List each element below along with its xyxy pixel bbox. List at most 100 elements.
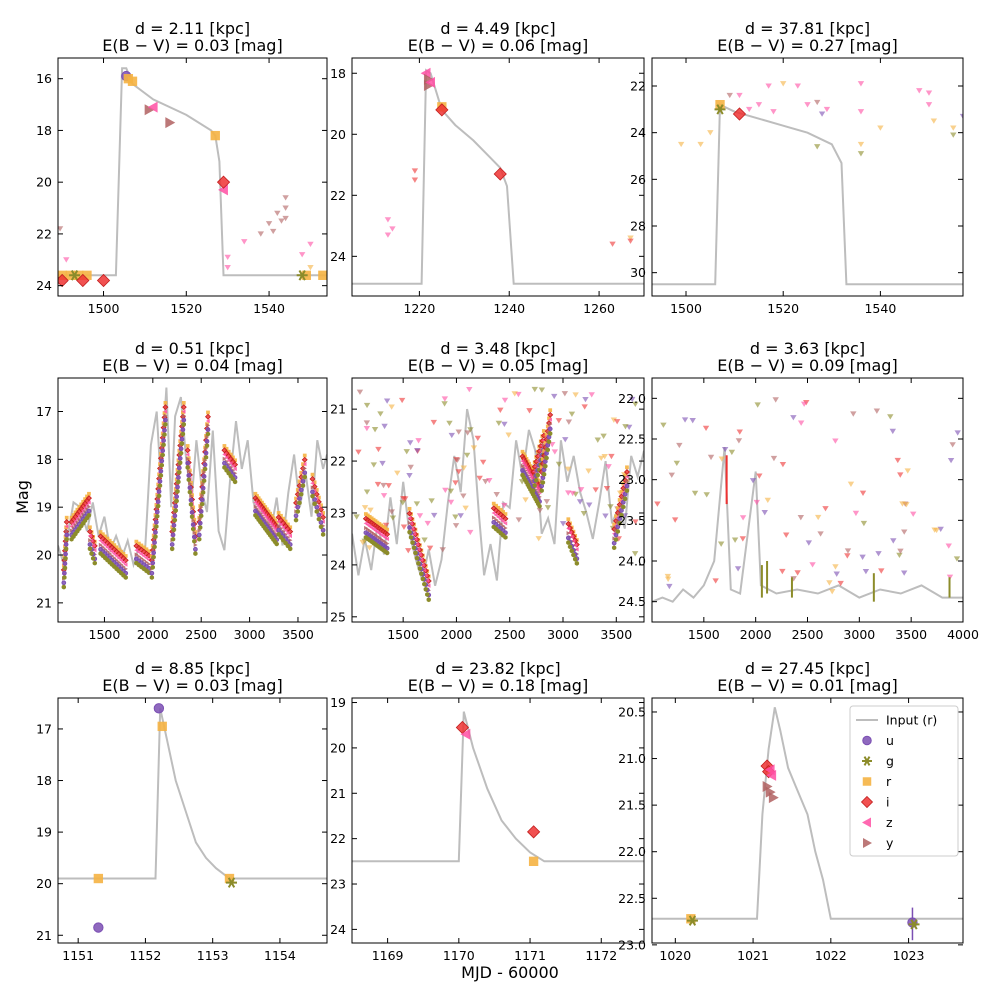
detection-point [233,458,237,463]
detection-point [274,520,279,525]
upper-limit [673,460,681,467]
detection-point [501,510,505,514]
detection-point [623,473,627,478]
detection-point [156,482,161,487]
upper-limit [538,387,546,393]
x-tick-label: 3500 [895,627,927,642]
detection-point [547,426,553,432]
detection-point [107,547,112,552]
upper-limit [629,396,636,403]
detection-point [545,442,551,448]
detection-point [210,130,220,141]
upper-limit [822,506,829,512]
upper-limit [726,92,733,99]
upper-limit [555,418,563,424]
upper-limit [896,552,903,559]
detection-point [170,525,175,530]
upper-limit [464,430,471,436]
detection-point [299,491,304,497]
upper-limit [754,402,761,408]
upper-limit [925,102,933,108]
detection-point [310,493,315,499]
upper-limit [852,510,860,517]
upper-limit [756,473,763,479]
upper-limit [899,501,906,507]
detection-point [75,507,80,512]
upper-limit [367,507,374,513]
detection-point [541,429,546,433]
detection-point [64,524,69,529]
upper-limit [717,541,725,547]
upper-limit [739,515,747,521]
detection-point [154,509,160,515]
upper-limit [654,501,661,507]
detection-point [621,504,626,510]
upper-limit [411,177,419,183]
detection-point [88,537,93,543]
detection-point [153,530,158,535]
upper-limit [592,487,599,493]
upper-limit [452,480,459,486]
detection-point [89,538,94,543]
upper-limit [797,420,805,426]
detection-point [271,524,276,529]
detection-point [522,463,527,469]
detection-point [76,273,90,288]
detection-point [313,491,320,498]
detection-point [150,564,155,570]
detection-point [156,493,162,499]
detection-point [320,532,326,537]
upper-limit [457,513,464,519]
upper-limit [862,568,870,575]
detection-point [163,422,168,427]
upper-limit [463,452,471,459]
detection-point [151,533,156,538]
upper-limit [569,490,576,497]
detection-point [179,429,183,434]
upper-limit [447,488,455,494]
upper-limit [359,539,366,546]
detection-point [264,507,269,512]
detection-point [416,560,421,566]
detection-point [202,462,208,468]
x-tick-label: 1152 [130,948,162,963]
upper-limit [405,548,412,554]
upper-limit [625,424,633,431]
upper-limit [772,397,779,403]
detection-point [320,514,327,521]
upper-limit [753,499,760,506]
upper-limit [572,392,579,398]
detection-point [384,550,390,556]
detection-point [253,504,258,509]
detection-point [422,581,427,587]
detection-point [71,513,76,517]
upper-limit [828,589,836,595]
detection-point [279,513,283,518]
upper-limit [389,515,397,521]
x-tick-label: 1500 [670,301,702,316]
upper-limit [384,232,392,238]
upper-limit [631,551,639,557]
y-tick-label: 24 [630,125,646,140]
detection-point [189,510,195,515]
plot-area [58,67,327,288]
upper-limit [522,497,529,503]
upper-limit [910,511,917,517]
detection-point [103,534,108,539]
detection-point [158,468,164,474]
detection-point [178,439,183,444]
upper-limit [681,417,689,423]
detection-point [82,270,92,280]
upper-limit [379,460,386,467]
legend-label: Input (r) [886,713,937,728]
upper-limit [721,446,729,453]
detection-point [155,503,161,509]
detection-point [62,565,68,571]
upper-limit [565,419,573,425]
upper-limit [712,578,719,584]
detection-point [617,498,622,502]
detection-point [114,545,119,550]
detection-point [375,520,380,525]
upper-limit [598,455,605,462]
